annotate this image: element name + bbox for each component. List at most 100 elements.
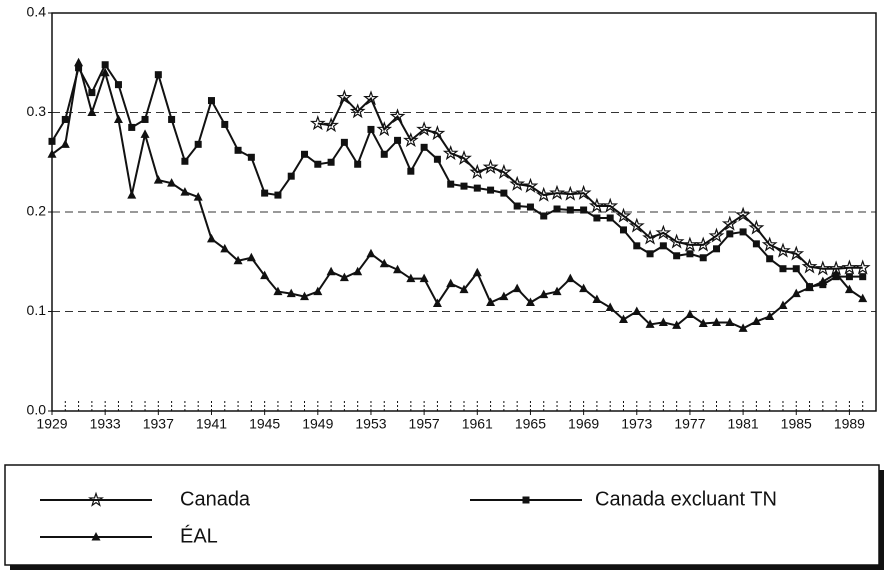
- marker-triangle: [605, 302, 615, 312]
- x-tick-label: 1973: [621, 416, 652, 432]
- marker-star: [402, 132, 419, 148]
- marker-triangle: [565, 273, 575, 283]
- marker-square: [460, 182, 468, 190]
- marker-square: [247, 153, 255, 161]
- marker-star: [668, 233, 685, 249]
- marker-square: [726, 230, 734, 238]
- marker-triangle: [778, 300, 788, 310]
- legend-label: ÉAL: [180, 524, 218, 547]
- marker-triangle: [260, 270, 270, 280]
- marker-square: [859, 273, 867, 281]
- marker-square: [500, 189, 508, 197]
- marker-square: [207, 97, 215, 105]
- marker-square: [540, 212, 548, 220]
- marker-triangle: [632, 306, 642, 315]
- marker-star: [721, 215, 738, 231]
- marker-square: [114, 81, 122, 89]
- x-tick-label: 1949: [302, 416, 333, 432]
- marker-triangle: [127, 190, 137, 199]
- marker-triangle: [525, 297, 535, 307]
- marker-star: [761, 236, 778, 252]
- x-tick-label: 1945: [249, 416, 280, 432]
- marker-triangle: [472, 267, 482, 277]
- marker-triangle: [725, 317, 735, 326]
- marker-square: [487, 186, 495, 194]
- x-tick-label: 1957: [409, 416, 440, 432]
- marker-square: [606, 214, 614, 222]
- marker-triangle: [74, 57, 84, 67]
- marker-triangle: [113, 114, 123, 123]
- marker-square: [526, 203, 534, 211]
- marker-triangle: [539, 289, 549, 299]
- marker-square: [673, 252, 681, 260]
- marker-square: [261, 189, 269, 197]
- x-tick-label: 1977: [674, 416, 705, 432]
- marker-triangle: [791, 288, 801, 298]
- legend-marker: [522, 496, 530, 504]
- marker-triangle: [618, 314, 628, 323]
- marker-star: [416, 121, 433, 137]
- marker-star: [788, 245, 805, 261]
- marker-triangle: [300, 291, 310, 301]
- marker-star: [602, 197, 619, 213]
- marker-star: [429, 125, 446, 141]
- marker-star: [735, 206, 752, 222]
- marker-square: [234, 146, 242, 154]
- marker-square: [593, 214, 601, 222]
- marker-triangle: [313, 286, 323, 296]
- marker-star: [655, 224, 672, 240]
- marker-square: [752, 240, 760, 248]
- marker-square: [181, 157, 189, 165]
- marker-square: [380, 150, 388, 158]
- marker-star: [336, 89, 353, 105]
- x-tick-label: 1981: [728, 416, 759, 432]
- marker-triangle: [366, 248, 376, 258]
- marker-square: [845, 273, 853, 281]
- marker-square: [301, 150, 309, 158]
- marker-star: [495, 163, 512, 180]
- marker-star: [349, 103, 366, 119]
- marker-triangle: [645, 319, 655, 328]
- marker-triangle: [685, 309, 695, 318]
- marker-square: [101, 61, 109, 69]
- marker-triangle: [220, 243, 230, 253]
- x-tick-label: 1969: [568, 416, 599, 432]
- marker-triangle: [87, 107, 97, 116]
- series-line: [51, 62, 863, 288]
- legend-label: Canada: [180, 488, 251, 510]
- marker-square: [287, 172, 295, 180]
- marker-triangle: [751, 316, 761, 325]
- marker-triangle: [592, 294, 602, 304]
- marker-triangle: [805, 282, 815, 292]
- marker-square: [473, 184, 481, 192]
- marker-star: [456, 149, 472, 165]
- marker-square: [327, 158, 335, 166]
- marker-star: [682, 236, 698, 252]
- marker-square: [61, 115, 69, 123]
- marker-triangle: [393, 264, 403, 274]
- marker-triangle: [552, 286, 562, 296]
- x-tick-label: 1953: [355, 416, 386, 432]
- marker-square: [314, 160, 322, 168]
- marker-triangle: [486, 297, 496, 307]
- x-tick-label: 1937: [143, 416, 174, 432]
- marker-triangle: [286, 288, 296, 298]
- marker-square: [48, 137, 56, 145]
- marker-triangle: [512, 283, 522, 293]
- marker-star: [575, 184, 592, 200]
- marker-square: [686, 250, 694, 258]
- marker-square: [340, 138, 348, 146]
- marker-star: [549, 184, 565, 200]
- marker-square: [154, 71, 162, 79]
- marker-star: [628, 217, 645, 233]
- marker-star: [482, 158, 499, 174]
- marker-square: [713, 245, 721, 253]
- marker-square: [739, 228, 747, 236]
- marker-triangle: [579, 283, 589, 293]
- marker-square: [792, 265, 800, 273]
- marker-star: [323, 117, 340, 133]
- marker-square: [274, 191, 282, 199]
- x-tick-label: 1941: [196, 416, 227, 432]
- marker-star: [708, 227, 725, 243]
- marker-star: [442, 144, 459, 161]
